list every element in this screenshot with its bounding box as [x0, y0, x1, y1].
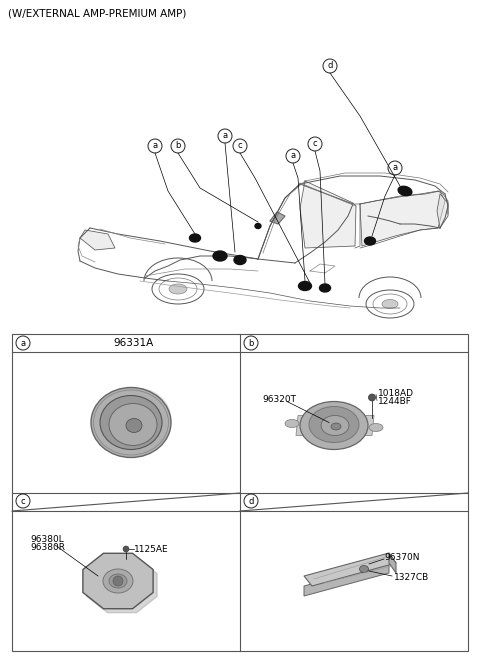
Text: 96380R: 96380R [30, 544, 65, 552]
Text: (W/EXTERNAL AMP-PREMIUM AMP): (W/EXTERNAL AMP-PREMIUM AMP) [8, 8, 186, 18]
Ellipse shape [309, 407, 359, 443]
Ellipse shape [101, 388, 171, 447]
Circle shape [123, 546, 129, 552]
Text: 1244BF: 1244BF [378, 397, 412, 406]
Ellipse shape [109, 403, 157, 445]
Text: 1125AE: 1125AE [134, 544, 168, 554]
Polygon shape [389, 553, 396, 573]
Text: a: a [290, 152, 296, 161]
Ellipse shape [320, 284, 331, 292]
Text: 1327CB: 1327CB [394, 573, 429, 581]
Ellipse shape [398, 186, 412, 195]
Circle shape [369, 394, 375, 401]
Text: a: a [21, 338, 25, 348]
Text: 96320T: 96320T [262, 395, 296, 404]
Polygon shape [87, 558, 157, 613]
Ellipse shape [109, 574, 127, 588]
Text: b: b [248, 338, 254, 348]
Text: c: c [312, 140, 317, 148]
Ellipse shape [299, 281, 312, 291]
Ellipse shape [285, 419, 299, 428]
Bar [12, 334, 468, 651]
Polygon shape [437, 194, 448, 228]
Polygon shape [270, 212, 285, 224]
Ellipse shape [364, 237, 375, 245]
Polygon shape [80, 230, 115, 250]
Text: a: a [153, 142, 157, 150]
Polygon shape [360, 191, 445, 246]
Polygon shape [296, 415, 374, 436]
Text: a: a [222, 131, 228, 140]
Ellipse shape [234, 255, 246, 264]
Text: d: d [248, 497, 254, 506]
Polygon shape [300, 181, 356, 248]
Ellipse shape [300, 401, 368, 449]
Ellipse shape [103, 569, 133, 593]
Text: b: b [175, 142, 180, 150]
Polygon shape [304, 553, 396, 586]
Ellipse shape [369, 424, 383, 432]
Ellipse shape [91, 388, 171, 457]
Ellipse shape [255, 224, 261, 228]
Ellipse shape [126, 419, 142, 432]
Text: c: c [21, 497, 25, 506]
Text: d: d [327, 62, 333, 70]
Polygon shape [304, 563, 389, 596]
Ellipse shape [169, 284, 187, 294]
Text: 1018AD: 1018AD [378, 389, 414, 398]
Ellipse shape [213, 251, 227, 261]
Ellipse shape [360, 565, 369, 573]
Ellipse shape [382, 300, 398, 308]
Text: a: a [393, 163, 397, 173]
Text: 96370N: 96370N [384, 552, 420, 562]
Text: 96331A: 96331A [114, 338, 154, 348]
Ellipse shape [100, 396, 162, 449]
Ellipse shape [190, 234, 201, 242]
Text: 96380L: 96380L [30, 535, 64, 544]
Ellipse shape [321, 415, 349, 436]
Circle shape [113, 576, 123, 586]
Text: c: c [238, 142, 242, 150]
Polygon shape [83, 553, 153, 609]
Ellipse shape [331, 423, 341, 430]
